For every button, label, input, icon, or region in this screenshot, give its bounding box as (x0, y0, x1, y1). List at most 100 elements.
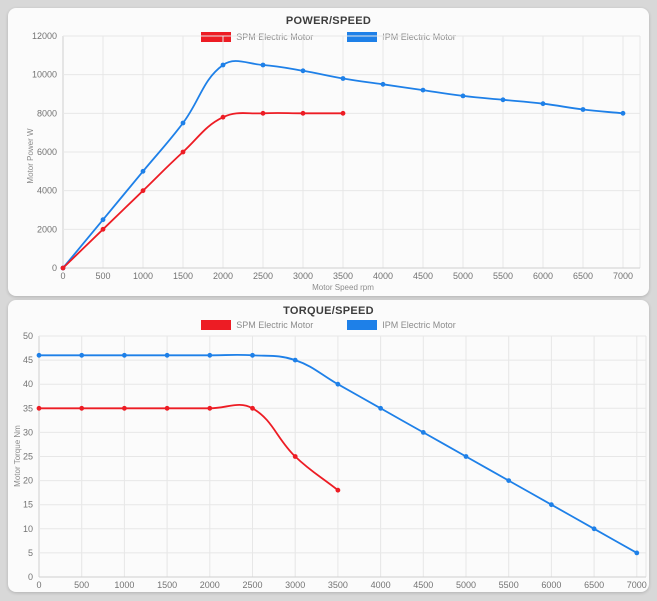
data-point[interactable] (60, 265, 66, 271)
y-axis-tick-label: 5 (28, 548, 33, 558)
series-line-spm (62, 112, 344, 269)
power-speed-chart-title: POWER/SPEED (285, 15, 372, 27)
y-axis-tick-label: 0 (52, 263, 57, 273)
data-point[interactable] (335, 381, 341, 387)
data-point[interactable] (36, 405, 42, 411)
ipm-legend-label: IPM Electric Motor (382, 32, 456, 42)
x-axis-title: Motor Speed rpm (312, 283, 374, 292)
x-axis-tick-label: 1000 (133, 271, 153, 281)
y-axis-tick-label: 40 (23, 379, 33, 389)
spm-legend-swatch (201, 320, 232, 330)
data-point[interactable] (220, 62, 226, 68)
data-point[interactable] (180, 149, 186, 155)
x-axis-tick-label: 6000 (541, 580, 561, 590)
x-axis-tick-label: 7000 (613, 271, 633, 281)
data-point[interactable] (122, 352, 127, 358)
data-point[interactable] (207, 352, 213, 358)
x-axis-tick-label: 5000 (453, 271, 473, 281)
x-axis-tick-label: 500 (95, 271, 110, 281)
data-point[interactable] (580, 107, 586, 112)
x-axis-tick-label: 2000 (213, 271, 233, 281)
data-point[interactable] (260, 110, 266, 116)
data-point[interactable] (100, 226, 106, 232)
data-point[interactable] (79, 405, 85, 411)
x-axis-tick-label: 500 (74, 580, 89, 590)
y-axis-tick-label: 25 (23, 452, 33, 462)
y-axis-tick-label: 2000 (37, 224, 57, 234)
data-point[interactable] (292, 357, 298, 363)
data-point[interactable] (250, 352, 255, 358)
data-point[interactable] (506, 478, 512, 483)
data-point[interactable] (122, 405, 127, 411)
y-axis-title: Motor Torque Nm (13, 425, 22, 487)
data-point[interactable] (140, 168, 146, 174)
data-point[interactable] (140, 188, 146, 194)
data-point[interactable] (79, 352, 85, 358)
x-axis-tick-label: 6500 (573, 271, 593, 281)
y-axis-tick-label: 12000 (32, 31, 57, 41)
legend-item-spm[interactable]: SPM Electric Motor (201, 320, 313, 330)
x-axis-tick-label: 6500 (584, 580, 604, 590)
x-axis-tick-label: 0 (36, 580, 41, 590)
y-axis-tick-label: 15 (23, 500, 33, 510)
y-axis-tick-label: 30 (23, 427, 33, 437)
data-point[interactable] (463, 454, 469, 459)
legend-item-spm[interactable]: SPM Electric Motor (201, 32, 313, 42)
y-axis-tick-label: 20 (23, 476, 33, 486)
data-point[interactable] (164, 405, 170, 411)
x-axis-tick-label: 5000 (456, 580, 476, 590)
x-axis-tick-label: 4000 (371, 580, 391, 590)
x-axis-tick-label: 5500 (493, 271, 513, 281)
data-point[interactable] (500, 97, 506, 103)
data-point[interactable] (335, 487, 341, 493)
torque-speed-legend: SPM Electric Motor IPM Electric Motor (8, 320, 649, 330)
data-point[interactable] (620, 110, 626, 116)
data-point[interactable] (420, 87, 426, 93)
y-axis-tick-label: 50 (23, 331, 33, 341)
data-point[interactable] (634, 550, 640, 556)
data-point[interactable] (260, 62, 266, 68)
power-speed-plot-canvas[interactable]: 0 2000 4000 6000 8000 10000 12000 0 500 1000 1500 2… (8, 8, 649, 296)
y-axis-title: Motor Power W (26, 128, 35, 184)
data-point[interactable] (36, 352, 42, 358)
data-point[interactable] (220, 114, 226, 120)
y-axis-tick-label: 0 (28, 572, 33, 582)
x-axis-tick-label: 1000 (114, 580, 134, 590)
data-point[interactable] (460, 93, 466, 99)
legend-item-ipm[interactable]: IPM Electric Motor (347, 32, 456, 42)
x-axis-tick-label: 0 (60, 271, 65, 281)
x-axis-tick-label: 6000 (533, 271, 553, 281)
x-axis-tick-label: 3500 (328, 580, 348, 590)
data-point[interactable] (340, 110, 346, 116)
data-point[interactable] (378, 405, 383, 411)
data-point[interactable] (340, 76, 346, 81)
data-point[interactable] (380, 81, 386, 87)
legend-item-ipm[interactable]: IPM Electric Motor (347, 320, 456, 330)
data-point[interactable] (300, 68, 306, 74)
power-speed-legend: SPM Electric Motor IPM Electric Motor (8, 32, 649, 42)
data-point[interactable] (540, 101, 546, 107)
x-axis-tick-label: 5500 (499, 580, 519, 590)
data-point[interactable] (250, 405, 255, 411)
x-axis-tick-label: 1500 (157, 580, 177, 590)
y-axis-tick-label: 6000 (37, 147, 57, 157)
data-point[interactable] (420, 430, 426, 435)
x-axis-tick-label: 4500 (413, 580, 433, 590)
x-axis-tick-label: 2500 (253, 271, 273, 281)
y-axis-tick-label: 8000 (37, 108, 57, 118)
data-point[interactable] (180, 120, 186, 126)
data-point[interactable] (100, 217, 106, 223)
data-point[interactable] (549, 502, 554, 508)
torque-speed-chart-title: TORQUE/SPEED (283, 305, 374, 317)
data-point[interactable] (207, 405, 213, 411)
spm-legend-label: SPM Electric Motor (236, 32, 314, 42)
data-point[interactable] (591, 526, 597, 532)
spm-legend-label: SPM Electric Motor (236, 320, 314, 330)
data-point[interactable] (300, 110, 306, 116)
data-point[interactable] (292, 454, 298, 459)
x-axis-tick-label: 7000 (627, 580, 647, 590)
x-axis-tick-label: 4000 (373, 271, 393, 281)
data-point[interactable] (164, 352, 170, 358)
